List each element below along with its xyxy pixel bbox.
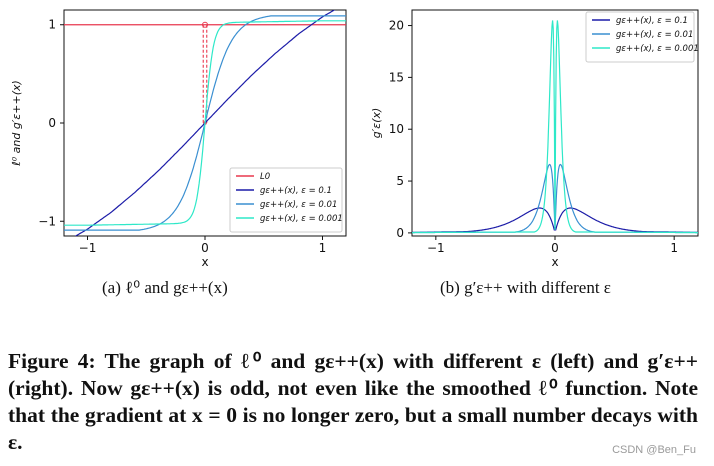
y-tick-label: 10 [389,122,404,136]
x-axis-label: x [551,255,558,269]
x-tick-label: 0 [201,241,209,255]
figure-caption: Figure 4: The graph of ℓ⁰ and gε++(x) wi… [8,349,698,454]
legend: L0 gε++(x), ε = 0.1 gε++(x), ε = 0.01 gε++(… [229,167,343,233]
y-tick-label: 1 [48,18,56,32]
series-line [412,20,698,234]
plot-area [64,10,346,236]
series-marker-l0 [202,21,208,28]
left-chart: −1 0 1 −1 0 1 x ℓ⁰ and g′ε++(x) L0 gε++(x), ε = 0… [10,9,347,269]
y-tick-label: −1 [38,214,56,228]
legend-entry: gε++(x), ε = 0.001 [616,44,699,54]
watermark: CSDN @Ben_Fu [612,444,696,456]
legend-entry: gε++(x), ε = 0.01 [260,200,337,210]
legend-entry: gε++(x), ε = 0.1 [260,186,332,196]
plot-area [412,20,698,234]
y-tick-label: 0 [396,226,404,240]
series-line [64,20,346,226]
legend-entry: gε++(x), ε = 0.001 [260,214,343,224]
y-tick-label: 5 [396,174,404,188]
x-axis-label: x [201,255,208,269]
x-tick-label: 1 [670,241,678,255]
legend-box [585,11,695,63]
x-tick-label: 1 [319,241,327,255]
x-tick-label: 0 [551,241,559,255]
legend-box [229,167,343,233]
subcaption-right: (b) g′ε++ with different ε [440,278,611,297]
y-tick-label: 0 [48,116,56,130]
legend-entry: L0 [260,172,270,182]
x-tick-label: −1 [79,241,97,255]
x-tick-label: −1 [427,241,445,255]
legend: gε++(x), ε = 0.1 gε++(x), ε = 0.01 gε++(x)… [585,11,699,63]
legend-entry: gε++(x), ε = 0.01 [616,30,693,40]
subcaption-left: (a) ℓ⁰ and gε++(x) [102,278,228,297]
y-axis-label: ℓ⁰ and g′ε++(x) [10,80,23,167]
y-axis-label: g′ε(x) [370,108,383,139]
legend-entry: gε++(x), ε = 0.1 [616,16,688,26]
y-tick-label: 15 [389,70,404,84]
y-tick-label: 20 [389,19,404,33]
